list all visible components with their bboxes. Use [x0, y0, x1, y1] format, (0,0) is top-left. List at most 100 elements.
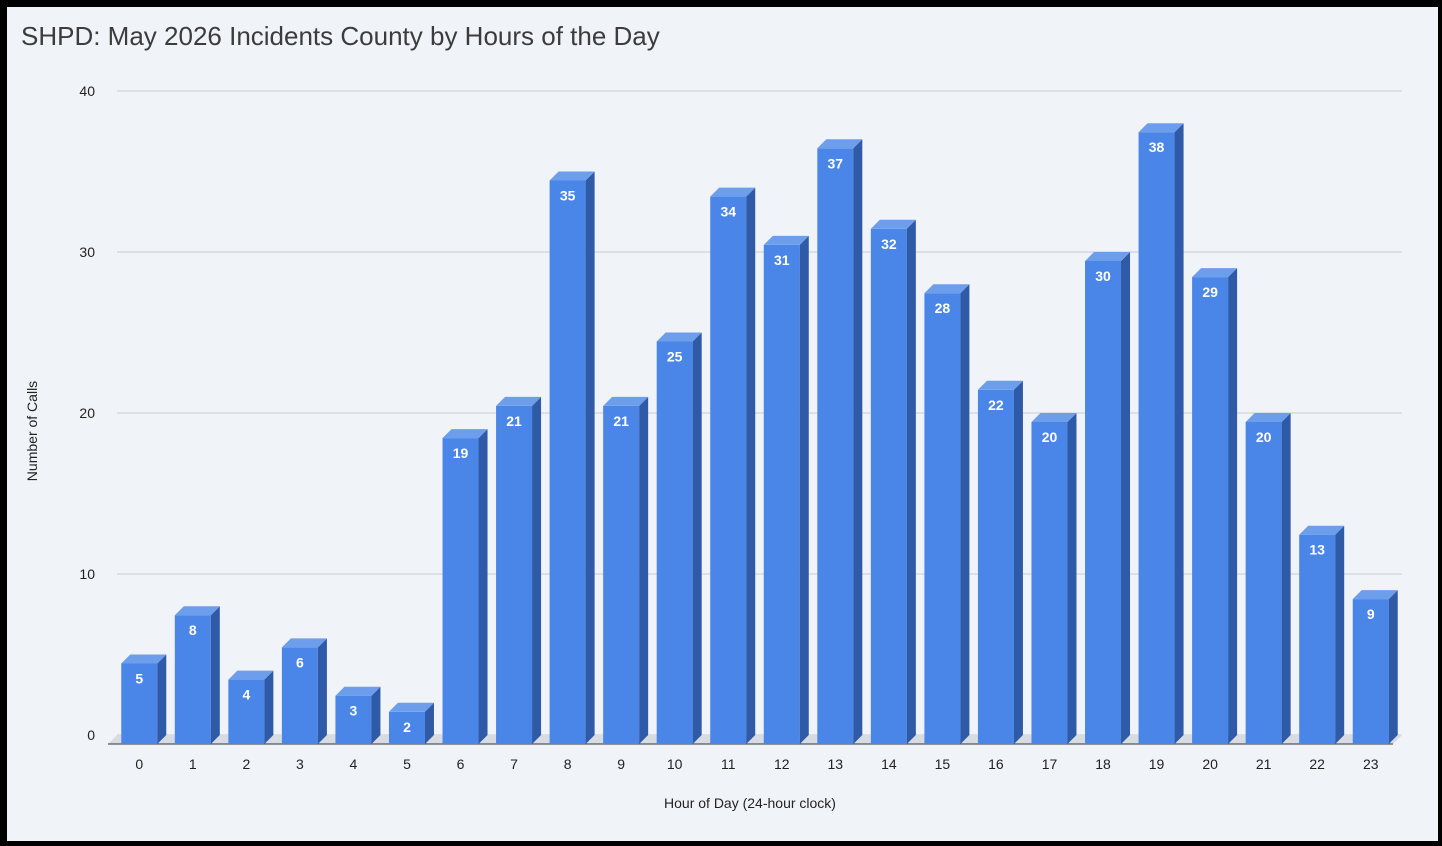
bar-group: 19: [442, 429, 488, 744]
bar-side: [1121, 252, 1131, 744]
data-label: 9: [1367, 606, 1375, 622]
bar-side: [1174, 123, 1184, 744]
bar-top: [335, 686, 381, 696]
y-tick-label: 10: [79, 566, 95, 582]
bar: [442, 438, 479, 744]
x-tick-label: 16: [988, 756, 1004, 772]
bar-side: [210, 606, 220, 744]
chart-title: SHPD: May 2026 Incidents County by Hours…: [21, 21, 660, 51]
bar-group: 32: [870, 219, 916, 745]
data-label: 5: [135, 671, 143, 687]
bar-group: 5: [121, 654, 167, 744]
bar-side: [371, 686, 381, 744]
data-label: 37: [828, 155, 844, 171]
data-label: 20: [1042, 429, 1058, 445]
data-label: 29: [1202, 284, 1218, 300]
bar-side: [1013, 380, 1023, 744]
bar-group: 13: [1299, 525, 1345, 744]
bar-side: [692, 332, 702, 744]
data-label: 4: [242, 687, 250, 703]
data-label: 21: [613, 413, 629, 429]
bar-side: [532, 396, 542, 744]
bar-top: [174, 606, 220, 616]
bar: [1245, 422, 1282, 744]
bar-top: [870, 219, 916, 229]
bar-side: [1335, 525, 1345, 744]
bar-top: [710, 187, 756, 197]
data-label: 6: [296, 654, 304, 670]
bar: [870, 228, 907, 745]
bar-group: 28: [924, 284, 970, 744]
bar-side: [1388, 590, 1398, 744]
bar-top: [1192, 268, 1238, 278]
x-tick-label: 10: [667, 756, 683, 772]
data-label: 13: [1309, 542, 1325, 558]
bar-top: [388, 702, 434, 712]
bar: [656, 341, 693, 744]
bar-group: 34: [710, 187, 756, 745]
y-axis-ticks: 0 10 20 30 40: [79, 83, 95, 743]
bar-group: 35: [549, 171, 595, 744]
x-tick-label: 4: [350, 756, 358, 772]
bar-top: [442, 429, 488, 439]
bar-top: [1245, 413, 1291, 422]
bar: [1352, 599, 1389, 744]
data-label: 3: [350, 703, 358, 719]
bar-top: [281, 638, 327, 648]
bar-top: [1138, 123, 1184, 133]
bar-group: 20: [1245, 413, 1291, 744]
y-tick-label: 40: [79, 83, 95, 99]
bar-top: [496, 396, 542, 406]
y-tick-label: 0: [87, 727, 95, 743]
bar-group: 30: [1085, 252, 1131, 744]
bar-side: [960, 284, 970, 744]
bar-top: [603, 396, 649, 406]
x-tick-label: 7: [510, 756, 518, 772]
bar-group: 21: [496, 396, 542, 744]
bar: [603, 405, 640, 744]
data-label: 8: [189, 622, 197, 638]
bar-group: 4: [228, 670, 274, 744]
bar-side: [585, 171, 595, 744]
bar-top: [977, 380, 1023, 390]
bar-top: [121, 654, 167, 664]
bar-top: [1085, 252, 1131, 261]
data-label: 19: [453, 445, 469, 461]
bar-group: 25: [656, 332, 702, 744]
bar-group: 21: [603, 396, 649, 744]
data-label: 25: [667, 349, 683, 365]
x-tick-label: 19: [1149, 756, 1165, 772]
x-tick-label: 18: [1095, 756, 1111, 772]
x-tick-label: 15: [935, 756, 951, 772]
bar-group: 8: [174, 606, 220, 744]
x-tick-label: 13: [828, 756, 844, 772]
bar-side: [853, 139, 863, 745]
x-tick-label: 11: [721, 756, 736, 772]
x-tick-label: 0: [135, 756, 143, 772]
bar-side: [424, 702, 434, 744]
x-tick-label: 20: [1202, 756, 1218, 772]
x-tick-label: 17: [1042, 756, 1058, 772]
bar-side: [1228, 268, 1238, 744]
data-label: 35: [560, 188, 576, 204]
x-tick-label: 5: [403, 756, 411, 772]
bar-top: [924, 284, 970, 294]
bar: [763, 244, 800, 744]
bar-group: 37: [817, 139, 863, 745]
bar-top: [228, 670, 274, 680]
bar-top: [817, 139, 863, 149]
bar-group: 38: [1138, 123, 1184, 744]
data-label: 22: [988, 397, 1004, 413]
bar-group: 31: [763, 235, 809, 744]
bar: [1299, 534, 1336, 744]
bar-side: [264, 670, 274, 744]
x-tick-label: 2: [242, 756, 250, 772]
bar-group: 3: [335, 686, 381, 744]
bar-side: [639, 396, 649, 744]
bar-side: [317, 638, 327, 744]
data-label: 30: [1095, 268, 1111, 284]
bar: [1031, 422, 1068, 744]
bar-side: [906, 219, 916, 745]
bar: [174, 615, 211, 744]
bar: [335, 695, 372, 744]
